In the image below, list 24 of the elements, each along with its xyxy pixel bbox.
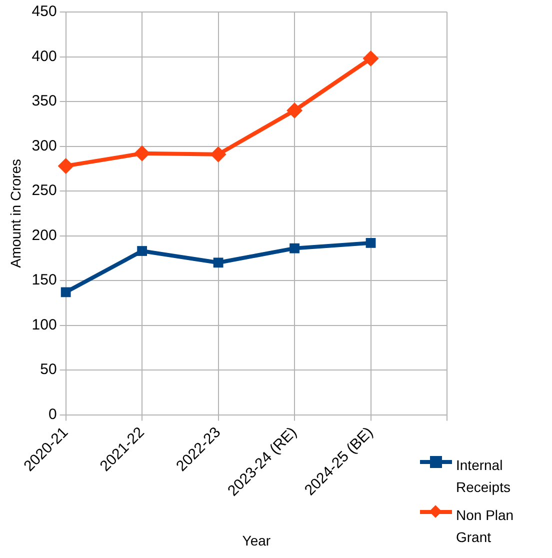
point bbox=[286, 102, 303, 118]
legend-label: Non Plan Grant bbox=[456, 506, 515, 547]
x-axis-title: Year bbox=[242, 532, 271, 548]
legend-label: Internal Receipts bbox=[456, 456, 512, 497]
point bbox=[366, 238, 376, 248]
point bbox=[213, 258, 224, 268]
point bbox=[60, 287, 71, 298]
y-tick-label: 0 bbox=[48, 406, 57, 423]
point bbox=[137, 246, 148, 256]
y-tick-label: 300 bbox=[32, 137, 57, 154]
point bbox=[210, 146, 226, 162]
y-tick-label: 100 bbox=[32, 316, 57, 334]
y-tick-label: 150 bbox=[32, 272, 57, 289]
y-tick-label: 50 bbox=[40, 361, 57, 378]
point bbox=[290, 243, 300, 254]
point bbox=[362, 50, 379, 67]
y-tick-label: 250 bbox=[32, 182, 57, 200]
y-tick-label: 450 bbox=[32, 3, 57, 20]
y-tick-label: 200 bbox=[32, 226, 57, 244]
y-axis-title: Amount in Crores bbox=[7, 158, 24, 268]
point bbox=[58, 158, 74, 174]
y-tick-label: 350 bbox=[32, 92, 57, 110]
point bbox=[134, 145, 150, 162]
y-tick-label: 400 bbox=[32, 48, 57, 65]
